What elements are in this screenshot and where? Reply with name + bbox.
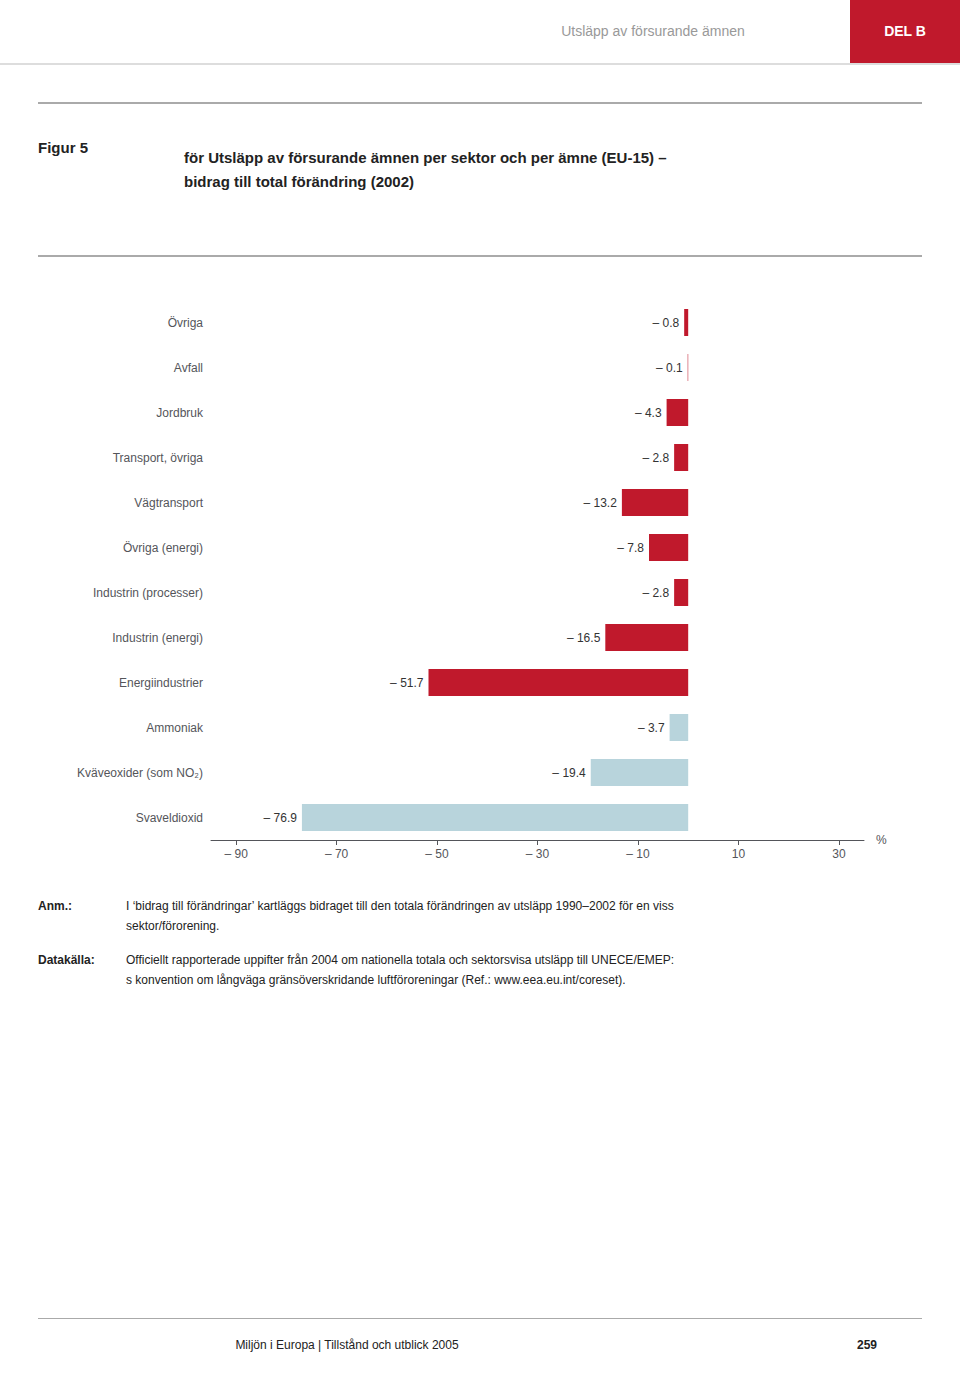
svg-text:– 19.4: – 19.4 [552, 766, 586, 780]
svg-text:30: 30 [832, 847, 846, 861]
svg-text:Svaveldioxid: Svaveldioxid [136, 811, 203, 825]
svg-text:Övriga (energi): Övriga (energi) [123, 541, 203, 555]
svg-text:– 76.9: – 76.9 [264, 811, 298, 825]
svg-text:Industrin (processer): Industrin (processer) [93, 586, 203, 600]
svg-text:bidrag till total förändring (: bidrag till total förändring (2002) [184, 173, 414, 190]
svg-text:– 51.7: – 51.7 [390, 676, 424, 690]
svg-text:– 90: – 90 [224, 847, 248, 861]
svg-text:10: 10 [732, 847, 746, 861]
svg-text:– 16.5: – 16.5 [567, 631, 601, 645]
svg-text:– 4.3: – 4.3 [635, 406, 662, 420]
svg-text:DEL B: DEL B [884, 23, 926, 39]
svg-text:Jordbruk: Jordbruk [156, 406, 204, 420]
svg-text:Miljön i Europa | Tillstånd oc: Miljön i Europa | Tillstånd och utblick … [235, 1338, 459, 1352]
svg-text:– 30: – 30 [526, 847, 550, 861]
svg-text:I ‘bidrag till förändringar’ k: I ‘bidrag till förändringar’ kartläggs b… [126, 899, 674, 913]
svg-text:Avfall: Avfall [174, 361, 203, 375]
svg-text:Datakälla:: Datakälla: [38, 953, 95, 967]
svg-text:– 0.8: – 0.8 [652, 316, 679, 330]
svg-text:– 70: – 70 [325, 847, 349, 861]
svg-text:Energiindustrier: Energiindustrier [119, 676, 203, 690]
svg-text:Transport, övriga: Transport, övriga [113, 451, 204, 465]
svg-text:Ammoniak: Ammoniak [146, 721, 204, 735]
svg-text:Industrin (energi): Industrin (energi) [112, 631, 203, 645]
svg-text:%: % [876, 833, 887, 847]
svg-text:s konvention om långväga gräns: s konvention om långväga gränsöverskrida… [126, 973, 626, 987]
svg-text:– 2.8: – 2.8 [642, 451, 669, 465]
svg-text:Vägtransport: Vägtransport [134, 496, 203, 510]
svg-text:– 7.8: – 7.8 [617, 541, 644, 555]
svg-text:Övriga: Övriga [168, 316, 204, 330]
svg-text:– 50: – 50 [425, 847, 449, 861]
svg-text:Utsläpp av försurande ämnen: Utsläpp av försurande ämnen [561, 23, 745, 39]
svg-text:259: 259 [857, 1338, 877, 1352]
svg-text:sektor/förorening.: sektor/förorening. [126, 919, 219, 933]
svg-text:– 2.8: – 2.8 [642, 586, 669, 600]
svg-text:Figur 5: Figur 5 [38, 139, 88, 156]
svg-text:– 10: – 10 [626, 847, 650, 861]
svg-text:Anm.:: Anm.: [38, 899, 72, 913]
svg-text:Kväveoxider (som NO₂): Kväveoxider (som NO₂) [77, 766, 203, 780]
svg-text:– 13.2: – 13.2 [584, 496, 618, 510]
svg-text:– 3.7: – 3.7 [638, 721, 665, 735]
svg-text:– 0.1: – 0.1 [656, 361, 683, 375]
svg-text:för Utsläpp av försurande ämne: för Utsläpp av försurande ämnen per sekt… [184, 149, 667, 166]
svg-text:Officiellt rapporterade uppift: Officiellt rapporterade uppifter från 20… [126, 953, 674, 967]
